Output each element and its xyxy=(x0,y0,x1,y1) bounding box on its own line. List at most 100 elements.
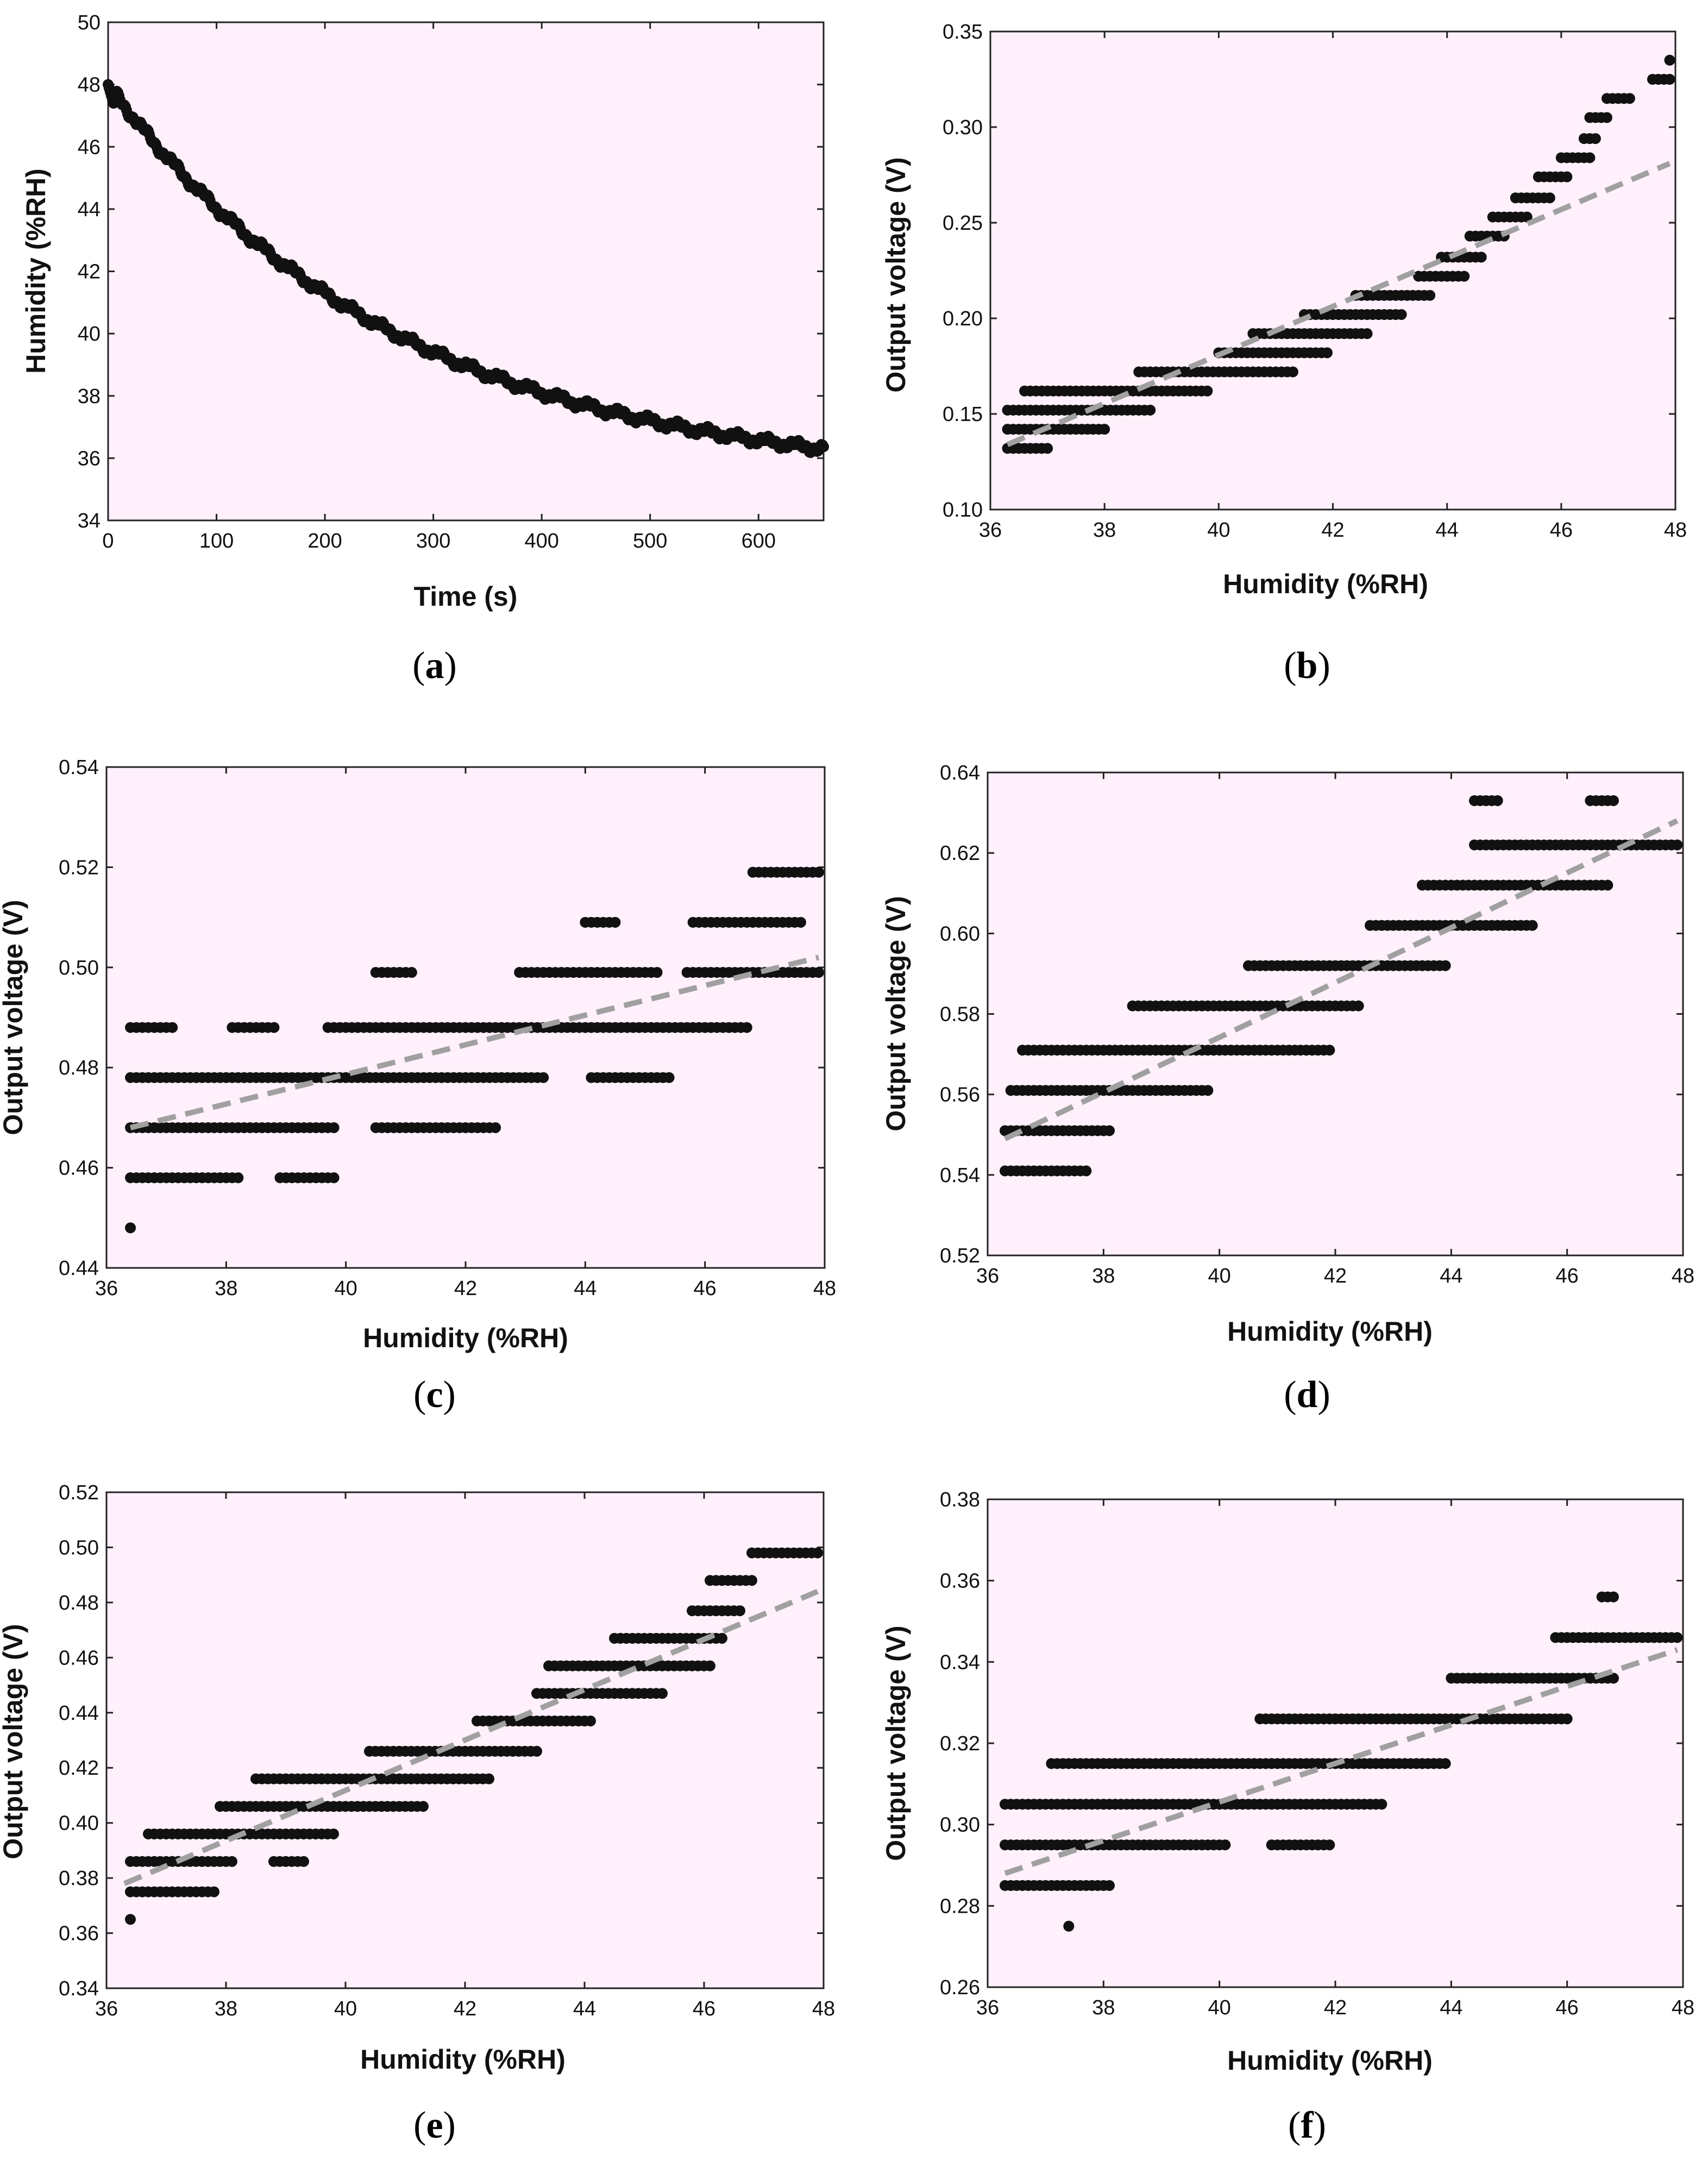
data-point-d xyxy=(1202,1085,1214,1096)
x-tick-labels-a: 0 100 200 300 400 500 600 xyxy=(102,22,776,552)
data-point-b xyxy=(1396,309,1407,320)
data-point-c xyxy=(813,866,824,878)
x-tick-label-c: 44 xyxy=(574,1277,596,1300)
data-point-d xyxy=(1492,795,1503,806)
data-point-c xyxy=(538,1072,549,1083)
y-axis-title-e: Output voltage (V) xyxy=(0,1624,28,1859)
data-point-d xyxy=(1104,1125,1115,1136)
x-tick-labels-c: 36 38 40 42 44 46 48 xyxy=(95,767,836,1300)
x-tick-labels-d: 36 38 40 42 44 46 48 xyxy=(976,772,1694,1287)
x-axis-title-a: Time (s) xyxy=(414,581,518,612)
data-point-e xyxy=(209,1886,219,1898)
y-tick-label-c: 0.52 xyxy=(59,856,99,879)
fit-line-c xyxy=(129,954,820,1130)
data-point-b xyxy=(1459,271,1470,282)
x-tick-label-a: 400 xyxy=(524,530,558,552)
x-tick-label-c: 46 xyxy=(694,1277,717,1300)
y-tick-label-a: 38 xyxy=(78,385,101,408)
x-axis-title-f: Humidity (%RH) xyxy=(1227,2045,1433,2076)
y-tick-label-e: 0.44 xyxy=(59,1702,99,1725)
panel-e: 0.34 0.36 0.38 0.40 0.42 0.44 0.46 0.48 0.50 0.52… xyxy=(0,1481,835,2146)
x-tick-label-f: 48 xyxy=(1672,1996,1694,2019)
data-point-d xyxy=(1324,1045,1335,1056)
x-tick-label-c: 38 xyxy=(215,1277,237,1300)
x-axis-title-e: Humidity (%RH) xyxy=(360,2044,566,2075)
data-point-f xyxy=(1376,1799,1387,1810)
data-point-f xyxy=(1608,1673,1619,1684)
scatter-points-f xyxy=(1000,1591,1683,1932)
x-tick-labels-b: 36 38 40 42 44 46 48 xyxy=(979,32,1687,542)
data-point-b xyxy=(1584,152,1596,164)
data-point-c xyxy=(167,1022,178,1033)
x-tick-label-a: 600 xyxy=(742,530,776,552)
data-point-c xyxy=(406,967,417,978)
y-tick-labels-d: 0.52 0.54 0.56 0.58 0.60 0.62 0.64 xyxy=(940,762,1683,1267)
y-tick-label-b: 0.35 xyxy=(943,21,983,43)
data-point-b xyxy=(1521,211,1533,223)
x-axis-title-b: Humidity (%RH) xyxy=(1223,569,1428,599)
x-axis-title-c: Humidity (%RH) xyxy=(363,1323,568,1353)
x-tick-label-c: 42 xyxy=(454,1277,477,1300)
y-tick-label-e: 0.38 xyxy=(59,1867,99,1890)
data-point-b xyxy=(1042,443,1053,454)
x-tick-label-d: 46 xyxy=(1556,1265,1579,1287)
x-tick-label-a: 0 xyxy=(102,530,114,552)
x-tick-label-f: 42 xyxy=(1324,1996,1347,2019)
x-tick-label-c: 48 xyxy=(813,1277,836,1300)
data-point-d xyxy=(1672,839,1683,851)
plot-area-c xyxy=(105,766,826,1269)
data-point-c xyxy=(268,1022,280,1033)
scatter-points-d xyxy=(1000,795,1683,1177)
x-tick-label-b: 48 xyxy=(1664,519,1687,542)
y-tick-label-f: 0.32 xyxy=(940,1732,980,1755)
data-point-b xyxy=(1287,366,1298,378)
y-tick-label-e: 0.52 xyxy=(59,1481,99,1504)
x-tick-labels-f: 36 38 40 42 44 46 48 xyxy=(976,1499,1694,2019)
x-tick-label-e: 38 xyxy=(215,1997,237,2020)
data-point-e xyxy=(531,1745,542,1757)
data-point-e xyxy=(812,1547,823,1559)
x-tick-label-e: 36 xyxy=(95,1997,118,2020)
data-point-f xyxy=(1324,1839,1335,1851)
y-tick-label-b: 0.25 xyxy=(943,212,983,235)
data-point-e xyxy=(125,1914,136,1925)
plot-area-d xyxy=(987,771,1684,1257)
x-tick-label-f: 36 xyxy=(976,1996,999,2019)
data-point-c xyxy=(651,967,663,978)
data-point-b xyxy=(1202,385,1213,397)
y-tick-label-a: 48 xyxy=(78,74,101,97)
scatter-points-a xyxy=(103,79,829,458)
x-tick-label-a: 300 xyxy=(416,530,450,552)
data-point-f xyxy=(1561,1713,1573,1725)
y-tick-label-f: 0.36 xyxy=(940,1570,980,1593)
y-tick-labels-f: 0.26 0.28 0.30 0.32 0.34 0.36 0.38 xyxy=(940,1488,1683,1999)
y-tick-label-a: 34 xyxy=(78,510,101,532)
y-tick-label-a: 44 xyxy=(78,198,101,221)
x-tick-label-c: 40 xyxy=(335,1277,357,1300)
data-point-a xyxy=(818,441,829,453)
y-axis-title-b: Output voltage (V) xyxy=(881,157,911,392)
data-point-c xyxy=(663,1072,675,1083)
y-tick-label-d: 0.54 xyxy=(940,1164,980,1187)
y-tick-label-f: 0.26 xyxy=(940,1976,980,1999)
y-tick-label-a: 36 xyxy=(78,447,101,470)
data-point-f xyxy=(1440,1758,1451,1769)
x-tick-label-e: 44 xyxy=(573,1997,596,2020)
y-tick-label-b: 0.15 xyxy=(943,403,983,426)
data-point-e xyxy=(328,1828,339,1839)
y-tick-labels-b: 0.10 0.15 0.20 0.25 0.30 0.35 xyxy=(943,21,1675,522)
x-tick-label-b: 42 xyxy=(1321,519,1344,542)
y-tick-label-b: 0.10 xyxy=(943,499,983,522)
data-point-b xyxy=(1664,54,1675,66)
data-point-b xyxy=(1145,404,1156,416)
y-tick-label-e: 0.46 xyxy=(59,1647,99,1669)
plot-area-a xyxy=(107,21,825,522)
x-tick-label-e: 48 xyxy=(812,1997,835,2020)
y-tick-label-c: 0.48 xyxy=(59,1057,99,1079)
fit-line-d xyxy=(1003,818,1679,1141)
y-tick-label-a: 50 xyxy=(78,11,101,34)
x-tick-label-b: 38 xyxy=(1093,519,1116,542)
y-tick-label-d: 0.58 xyxy=(940,1003,980,1026)
data-point-e xyxy=(418,1801,429,1812)
